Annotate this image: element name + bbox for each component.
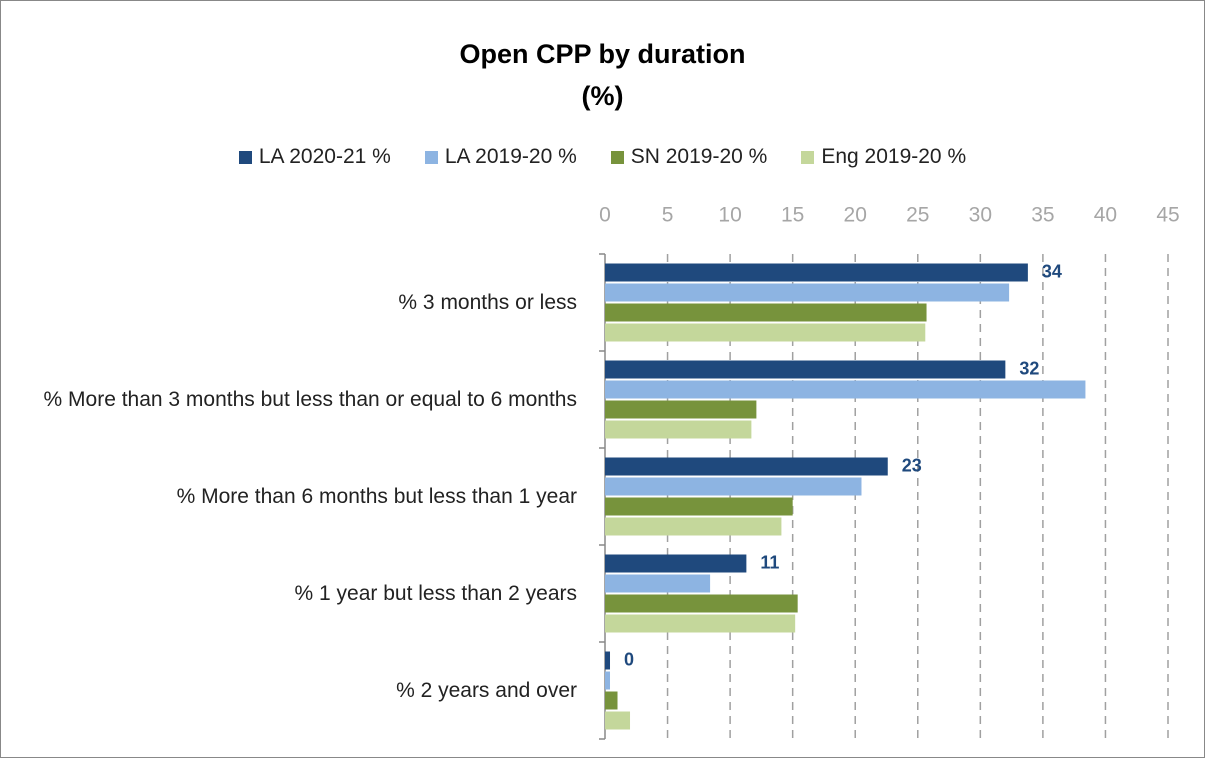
legend-swatch (424, 150, 438, 164)
x-tick-label: 25 (906, 204, 929, 227)
legend-item: SN 2019-20 % (610, 145, 768, 169)
legend-label: Eng 2019-20 % (821, 145, 967, 168)
bar (605, 594, 798, 613)
bar (605, 263, 1028, 282)
x-tick-label: 40 (1094, 204, 1117, 227)
chart-title: Open CPP by duration (459, 39, 746, 69)
legend-item: Eng 2019-20 % (801, 145, 966, 169)
y-tick-label: % More than 3 months but less than or eq… (43, 388, 577, 411)
bar (605, 457, 888, 476)
x-tick-label: 15 (781, 204, 804, 227)
bar (605, 283, 1010, 302)
legend-swatch (801, 150, 815, 164)
bar (605, 380, 1086, 399)
legend-swatch (610, 150, 624, 164)
legend-item: LA 2020-21 % (238, 145, 391, 169)
bar (605, 497, 793, 516)
data-label: 32 (1019, 358, 1039, 378)
bar (605, 574, 711, 593)
legend: LA 2020-21 % LA 2019-20 % SN 2019-20 % Eng … (1, 145, 1204, 169)
x-tick-label: 20 (844, 204, 867, 227)
y-tick-label: % 3 months or less (398, 291, 577, 314)
x-tick-label: 5 (662, 204, 674, 227)
data-label: 34 (1042, 261, 1062, 281)
legend-item: LA 2019-20 % (424, 145, 577, 169)
x-tick-label: 0 (599, 204, 611, 227)
y-tick-label: % 1 year but less than 2 years (294, 582, 578, 605)
legend-label: SN 2019-20 % (630, 145, 768, 168)
x-tick-label: 30 (969, 204, 992, 227)
bar (605, 360, 1006, 379)
bar (605, 323, 926, 342)
bar (605, 517, 782, 536)
legend-label: LA 2020-21 % (258, 145, 391, 168)
chart-subtitle: (%) (581, 81, 624, 111)
bar (605, 303, 927, 322)
bar (605, 477, 862, 496)
bar (605, 711, 631, 730)
x-tick-label: 35 (1031, 204, 1054, 227)
data-label: 23 (902, 455, 922, 475)
y-tick-label: % More than 6 months but less than 1 yea… (176, 485, 577, 508)
x-tick-label: 45 (1156, 204, 1179, 227)
bar (605, 420, 752, 439)
legend-label: LA 2019-20 % (444, 145, 577, 168)
data-label: 11 (760, 552, 779, 572)
y-tick-label: % 2 years and over (396, 679, 577, 702)
bar (605, 691, 618, 710)
bar (605, 554, 747, 573)
legend-swatch (238, 150, 252, 164)
bar (605, 614, 796, 633)
bar (605, 651, 611, 670)
data-label: 0 (624, 649, 634, 669)
bar (605, 400, 757, 419)
bar (605, 671, 611, 690)
x-tick-label: 10 (718, 204, 741, 227)
